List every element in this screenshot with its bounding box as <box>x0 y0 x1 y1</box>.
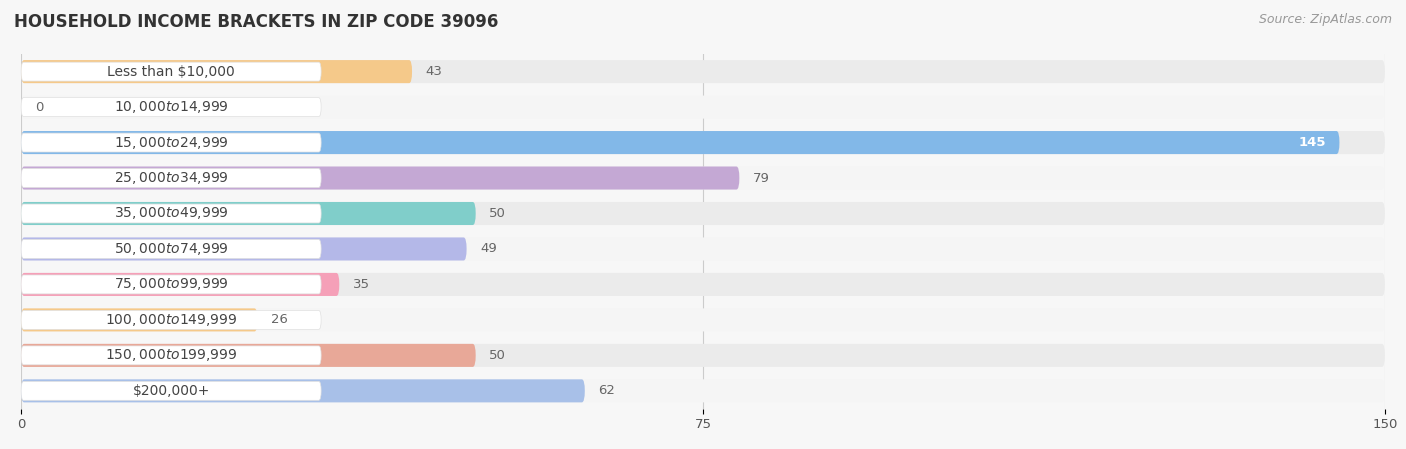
Text: $150,000 to $199,999: $150,000 to $199,999 <box>105 348 238 363</box>
Text: 62: 62 <box>599 384 616 397</box>
FancyBboxPatch shape <box>21 238 467 260</box>
FancyBboxPatch shape <box>21 133 321 152</box>
Text: $75,000 to $99,999: $75,000 to $99,999 <box>114 277 229 292</box>
FancyBboxPatch shape <box>21 273 339 296</box>
FancyBboxPatch shape <box>21 344 475 367</box>
FancyBboxPatch shape <box>21 308 257 331</box>
FancyBboxPatch shape <box>21 167 740 189</box>
Text: Less than $10,000: Less than $10,000 <box>107 65 235 79</box>
Text: $200,000+: $200,000+ <box>132 384 209 398</box>
Text: $10,000 to $14,999: $10,000 to $14,999 <box>114 99 229 115</box>
Text: $100,000 to $149,999: $100,000 to $149,999 <box>105 312 238 328</box>
FancyBboxPatch shape <box>21 379 1385 402</box>
FancyBboxPatch shape <box>21 97 321 117</box>
FancyBboxPatch shape <box>21 239 321 259</box>
FancyBboxPatch shape <box>21 379 585 402</box>
FancyBboxPatch shape <box>21 346 321 365</box>
FancyBboxPatch shape <box>21 204 321 223</box>
Text: $35,000 to $49,999: $35,000 to $49,999 <box>114 206 229 221</box>
FancyBboxPatch shape <box>21 167 1385 189</box>
FancyBboxPatch shape <box>21 168 321 188</box>
FancyBboxPatch shape <box>21 96 1385 119</box>
FancyBboxPatch shape <box>21 202 475 225</box>
FancyBboxPatch shape <box>21 381 321 401</box>
FancyBboxPatch shape <box>21 344 1385 367</box>
Text: 49: 49 <box>481 242 496 255</box>
FancyBboxPatch shape <box>21 310 321 330</box>
FancyBboxPatch shape <box>21 60 1385 83</box>
Text: 0: 0 <box>35 101 44 114</box>
FancyBboxPatch shape <box>21 273 1385 296</box>
FancyBboxPatch shape <box>21 131 1385 154</box>
FancyBboxPatch shape <box>21 238 1385 260</box>
Text: 145: 145 <box>1298 136 1326 149</box>
Text: 50: 50 <box>489 207 506 220</box>
FancyBboxPatch shape <box>21 308 1385 331</box>
Text: Source: ZipAtlas.com: Source: ZipAtlas.com <box>1258 13 1392 26</box>
FancyBboxPatch shape <box>21 275 321 294</box>
FancyBboxPatch shape <box>21 60 412 83</box>
Text: 35: 35 <box>353 278 370 291</box>
FancyBboxPatch shape <box>21 131 1340 154</box>
FancyBboxPatch shape <box>21 62 321 81</box>
Text: 26: 26 <box>271 313 288 326</box>
Text: 43: 43 <box>426 65 443 78</box>
Text: 50: 50 <box>489 349 506 362</box>
FancyBboxPatch shape <box>21 202 1385 225</box>
Text: $25,000 to $34,999: $25,000 to $34,999 <box>114 170 229 186</box>
Text: 79: 79 <box>754 172 770 185</box>
Text: $50,000 to $74,999: $50,000 to $74,999 <box>114 241 229 257</box>
Text: HOUSEHOLD INCOME BRACKETS IN ZIP CODE 39096: HOUSEHOLD INCOME BRACKETS IN ZIP CODE 39… <box>14 13 499 31</box>
Text: $15,000 to $24,999: $15,000 to $24,999 <box>114 135 229 150</box>
